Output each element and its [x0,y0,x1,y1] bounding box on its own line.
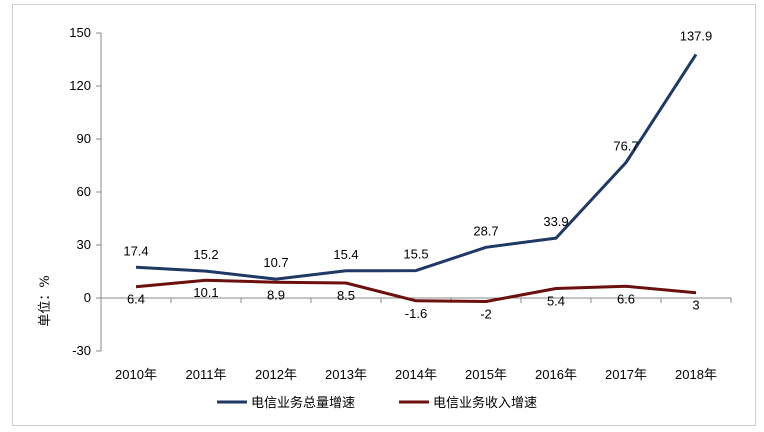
legend-label-2: 电信业务收入增速 [433,395,537,411]
x-tick-label: 2017年 [605,367,647,382]
data-label: 10.7 [263,255,288,270]
data-label: -1.6 [405,306,427,321]
y-tick-label: 60 [77,184,91,199]
x-tick-labels: 2010年 2011年 2012年 2013年 2014年 2015年 2016年 2017年… [115,367,717,382]
data-labels: 17.4 15.2 10.7 15.4 15.5 28.7 33.9 76.7 137.9 6.4… [123,28,712,321]
legend: 电信业务总量增速 电信业务收入增速 [217,395,537,411]
x-tick-label: 2011年 [186,367,227,382]
y-axis-label: 单位：% [38,275,53,326]
data-label: 15.2 [193,247,218,262]
y-tick-label: 120 [69,78,91,93]
data-label: 137.9 [680,28,713,43]
data-label: 76.7 [613,138,638,153]
x-tick-label: 2010年 [115,367,157,382]
y-tick-label: 30 [77,237,91,252]
x-tick-label: 2016年 [535,367,577,382]
data-label: 6.6 [617,291,635,306]
data-label: 17.4 [123,243,148,258]
y-tick-label: 90 [77,131,91,146]
legend-label-1: 电信业务总量增速 [251,395,355,411]
series-lines [135,53,698,303]
data-label: 3 [692,298,699,313]
y-tick-label: 150 [69,25,91,40]
chart-frame: 150 120 90 60 30 0 -30 2010年 2011年 2012年 2013年 201… [12,4,756,426]
x-tick-label: 2012年 [255,367,297,382]
data-label: 15.5 [403,247,428,262]
y-tick-label: 0 [84,290,91,305]
series-line-1 [135,53,698,281]
data-label: 5.4 [547,293,565,308]
data-label: 8.5 [337,288,355,303]
x-tick-label: 2013年 [325,367,367,382]
data-label: 8.9 [267,287,285,302]
data-label: 10.1 [193,285,218,300]
x-tick-label: 2014年 [395,367,437,382]
data-label: 6.4 [127,292,145,307]
axes [96,32,732,352]
x-tick-label: 2015年 [465,367,507,382]
x-tick-label: 2018年 [675,367,717,382]
y-tick-labels: 150 120 90 60 30 0 -30 [69,25,91,358]
y-tick-label: -30 [72,343,91,358]
data-label: 15.4 [333,247,358,262]
data-label: 28.7 [473,223,498,238]
data-label: -2 [480,307,492,322]
data-label: 33.9 [543,214,568,229]
